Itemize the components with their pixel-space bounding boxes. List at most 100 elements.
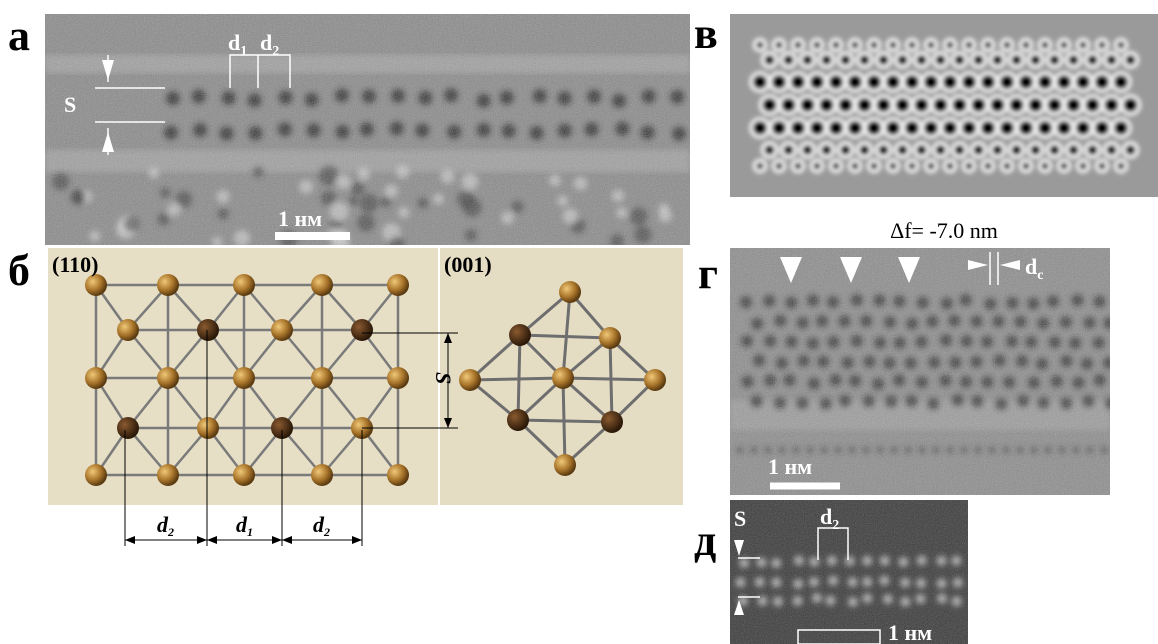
atom: [772, 75, 786, 89]
micrograph-d: [730, 500, 968, 644]
atom-ball: [233, 464, 255, 486]
atom: [943, 121, 957, 135]
atom: [1012, 145, 1022, 155]
atom: [896, 98, 910, 112]
atom: [934, 98, 948, 112]
atom-ball: [85, 367, 107, 389]
atom: [1004, 163, 1011, 170]
atom: [871, 42, 878, 49]
atom: [1126, 145, 1136, 155]
atom: [917, 145, 927, 155]
atom: [1124, 98, 1138, 112]
atom: [795, 42, 802, 49]
atom-ball: [117, 319, 139, 341]
atom-ball: [554, 454, 576, 476]
atom: [877, 98, 891, 112]
atom-ball: [644, 369, 666, 391]
atom: [1031, 55, 1041, 65]
atom: [1076, 75, 1090, 89]
caption: Δf= -7.0 nm: [890, 218, 998, 243]
atom: [1057, 121, 1071, 135]
atom-ball: [157, 367, 179, 389]
atom: [776, 163, 783, 170]
atom: [981, 121, 995, 135]
atom: [1042, 163, 1049, 170]
atom: [791, 121, 805, 135]
atom: [890, 42, 897, 49]
atom: [795, 163, 802, 170]
atom-ball: [311, 274, 333, 296]
atom: [1019, 75, 1033, 89]
atom-ball: [559, 281, 581, 303]
micrograph-a: [45, 14, 690, 252]
atom-ball: [85, 464, 107, 486]
atom: [860, 55, 870, 65]
atom: [1118, 42, 1125, 49]
atom: [1061, 163, 1068, 170]
annotation: S: [431, 372, 456, 384]
atom: [1095, 75, 1109, 89]
atom-ball: [157, 464, 179, 486]
atom: [993, 55, 1003, 65]
atom: [1038, 75, 1052, 89]
atom: [829, 75, 843, 89]
atom-ball: [233, 367, 255, 389]
atom: [962, 121, 976, 135]
atom: [972, 98, 986, 112]
atom: [985, 163, 992, 170]
atom-ball: [599, 327, 621, 349]
atom: [765, 55, 775, 65]
atom: [814, 163, 821, 170]
atom: [1095, 121, 1109, 135]
atom-ball: [387, 274, 409, 296]
atom: [974, 145, 984, 155]
atom: [1088, 55, 1098, 65]
model-photo-001: [440, 248, 683, 505]
atom: [848, 121, 862, 135]
atom: [1031, 145, 1041, 155]
atom: [1069, 145, 1079, 155]
atom: [905, 75, 919, 89]
rod: [470, 378, 563, 380]
atom: [936, 55, 946, 65]
atom: [953, 98, 967, 112]
atom: [852, 42, 859, 49]
atom-ball: [552, 367, 574, 389]
atom-ball: [351, 319, 373, 341]
atom: [833, 163, 840, 170]
atom: [1107, 145, 1117, 155]
atom: [1114, 121, 1128, 135]
atom: [1023, 163, 1030, 170]
atom-ball: [459, 369, 481, 391]
atom: [810, 75, 824, 89]
view-label: (001): [444, 252, 492, 277]
atom: [924, 75, 938, 89]
atom: [1048, 98, 1062, 112]
atom: [943, 75, 957, 89]
atom: [974, 55, 984, 65]
atom: [763, 98, 777, 112]
atom: [753, 121, 767, 135]
atom: [839, 98, 853, 112]
atom-ball: [311, 367, 333, 389]
atom: [757, 163, 764, 170]
panel-label: а: [8, 11, 30, 60]
panel-label: в: [694, 9, 718, 58]
atom: [757, 42, 764, 49]
atom: [1004, 42, 1011, 49]
figure: а б в г д S d1 d2 1 нм (110) (001) S d2 …: [0, 0, 1158, 644]
atom-ball: [85, 274, 107, 296]
atom: [886, 121, 900, 135]
annotation: S: [734, 506, 746, 531]
atom: [1126, 55, 1136, 65]
atom: [1114, 75, 1128, 89]
atom-ball: [197, 417, 219, 439]
atom: [784, 145, 794, 155]
atom: [776, 42, 783, 49]
atom: [765, 145, 775, 155]
atom: [841, 145, 851, 155]
atom: [924, 121, 938, 135]
atom: [1050, 145, 1060, 155]
atom-ball: [233, 274, 255, 296]
atom: [1088, 145, 1098, 155]
